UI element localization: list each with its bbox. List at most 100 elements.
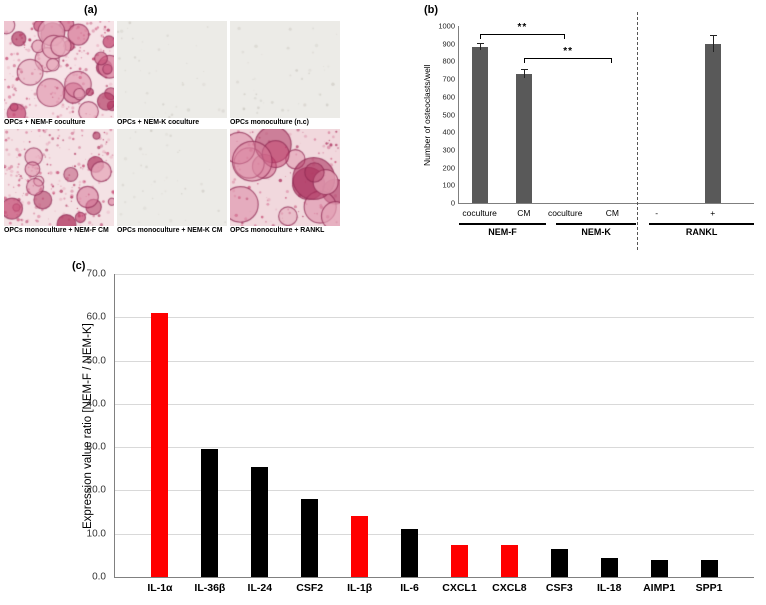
significance-bracket: ** xyxy=(479,22,566,39)
expression-bar xyxy=(351,516,369,577)
panel-b: (b) Number of osteoclasts/well 1000 900 80… xyxy=(418,4,764,256)
osteoclast-bar xyxy=(515,73,532,203)
expression-bar xyxy=(450,544,468,577)
gridline xyxy=(115,403,754,405)
y-tick-label: 30.0 xyxy=(86,441,106,453)
micrograph-image xyxy=(230,129,340,226)
panel-b-label: (b) xyxy=(424,4,439,16)
gridline xyxy=(115,317,754,319)
group-underline xyxy=(649,223,754,225)
error-bar-cap xyxy=(476,43,484,45)
x-category-label: coculture xyxy=(547,208,583,218)
significance-bracket: ** xyxy=(523,46,613,63)
micrograph-caption: OPCs monoculture + NEM-K CM xyxy=(117,227,223,234)
error-bar-cap xyxy=(709,34,717,36)
x-category-label: CM xyxy=(605,208,620,218)
y-tick-label: 70.0 xyxy=(86,268,106,280)
x-category-label: SPP1 xyxy=(695,582,723,594)
y-tick-label: 20.0 xyxy=(86,484,106,496)
expression-bar xyxy=(301,499,319,577)
gridline xyxy=(115,360,754,362)
micrograph-caption: OPCs + NEM-F coculture xyxy=(4,119,86,126)
micrograph-image xyxy=(230,21,340,118)
micrograph-nem-f-cm xyxy=(4,129,114,226)
y-tick-label: 500 xyxy=(442,110,455,119)
section-divider xyxy=(637,12,639,250)
micrograph-rankl xyxy=(230,129,340,226)
group-underline xyxy=(556,223,636,225)
micrograph-image xyxy=(4,129,114,226)
y-tick-label: 600 xyxy=(442,92,455,102)
x-category-label: CXCL8 xyxy=(492,582,527,594)
x-category-label: IL-36β xyxy=(194,582,226,594)
panel-a: (a) OPCs + NEM-F coculture OPCs + NEM-K … xyxy=(4,4,346,256)
y-tick-label: 0.0 xyxy=(92,571,106,583)
micrograph-nem-k-cm xyxy=(117,129,227,226)
x-category-label: IL-1β xyxy=(347,582,373,594)
gridline xyxy=(115,447,754,449)
osteoclast-chart-plot: coculture CM coculture CM - + NEM-F NEM-K RANKL *… xyxy=(458,12,754,250)
micrograph-image xyxy=(4,21,114,118)
micrograph-nem-k-coculture xyxy=(117,21,227,118)
x-category-label: coculture xyxy=(462,208,497,218)
significance-label: ** xyxy=(517,22,528,33)
expression-bar xyxy=(600,557,618,577)
x-category-label: CXCL1 xyxy=(442,582,477,594)
gridline xyxy=(115,274,754,275)
x-category-label: IL-24 xyxy=(247,582,273,594)
error-bar xyxy=(479,44,481,51)
x-category-label: - xyxy=(655,208,659,218)
group-label: NEM-K xyxy=(581,227,611,237)
x-category-label: + xyxy=(710,208,716,218)
x-category-label: IL-1α xyxy=(147,582,173,594)
y-tick-label: 0 xyxy=(450,198,455,208)
error-bar-cap xyxy=(520,68,528,70)
y-tick-label: 800 xyxy=(442,56,455,66)
expression-bar xyxy=(500,544,518,577)
error-bar xyxy=(712,35,714,52)
expression-bar xyxy=(401,529,419,577)
expression-bar xyxy=(201,449,219,577)
panel-a-label: (a) xyxy=(84,4,98,16)
y-tick-label: 10.0 xyxy=(86,528,106,540)
osteoclast-bar xyxy=(704,43,721,203)
y-tick-label: 400 xyxy=(442,127,455,137)
y-tick-label: 300 xyxy=(442,145,455,155)
micrograph-cell: OPCs + NEM-F coculture xyxy=(4,21,114,127)
gridline xyxy=(115,490,754,492)
micrograph-image xyxy=(117,21,227,118)
y-tick-label: 200 xyxy=(442,163,455,173)
group-underline xyxy=(459,223,547,225)
micrograph-caption: OPCs monoculture + NEM-F CM xyxy=(4,227,109,234)
micrograph-caption: OPCs monoculture (n.c) xyxy=(230,119,309,126)
significance-label: ** xyxy=(563,46,574,57)
expression-bar xyxy=(151,312,169,577)
expression-bar xyxy=(700,559,718,577)
micrograph-monoculture-nc xyxy=(230,21,340,118)
group-label: NEM-F xyxy=(488,227,517,237)
x-category-label: CSF3 xyxy=(545,582,573,594)
expression-bar xyxy=(550,548,568,577)
micrograph-image xyxy=(117,129,227,226)
expression-bar xyxy=(650,559,668,577)
expression-chart-plot: IL-1α IL-36β IL-24 CSF2 IL-1β IL-6 CXCL1 CXCL8 C… xyxy=(114,274,754,594)
x-category-label: AIMP1 xyxy=(643,582,676,594)
micrograph-nem-f-coculture xyxy=(4,21,114,118)
micrograph-caption: OPCs + NEM-K coculture xyxy=(117,119,200,126)
y-tick-label: 1000 xyxy=(438,21,455,31)
y-tick-label: 700 xyxy=(442,74,455,84)
y-tick-label: 60.0 xyxy=(86,311,106,323)
micrograph-caption: OPCs monoculture + RANKL xyxy=(230,227,325,234)
x-category-label: IL-6 xyxy=(400,582,419,594)
micrograph-cell: OPCs monoculture + RANKL xyxy=(230,129,340,235)
panel-c-label: (c) xyxy=(72,260,86,272)
x-category-label: CM xyxy=(517,208,531,218)
x-category-label: CSF2 xyxy=(296,582,324,594)
y-tick-label: 900 xyxy=(442,39,455,49)
panel-c: (c) Expression value ratio [NEM-F / NEM-… xyxy=(58,258,762,602)
expression-bar xyxy=(251,466,269,577)
y-tick-label: 100 xyxy=(442,180,455,190)
x-category-label: IL-18 xyxy=(596,582,622,594)
osteoclast-chart-yticks: 1000 900 800 700 600 500 400 300 200 100 0 xyxy=(434,22,455,208)
